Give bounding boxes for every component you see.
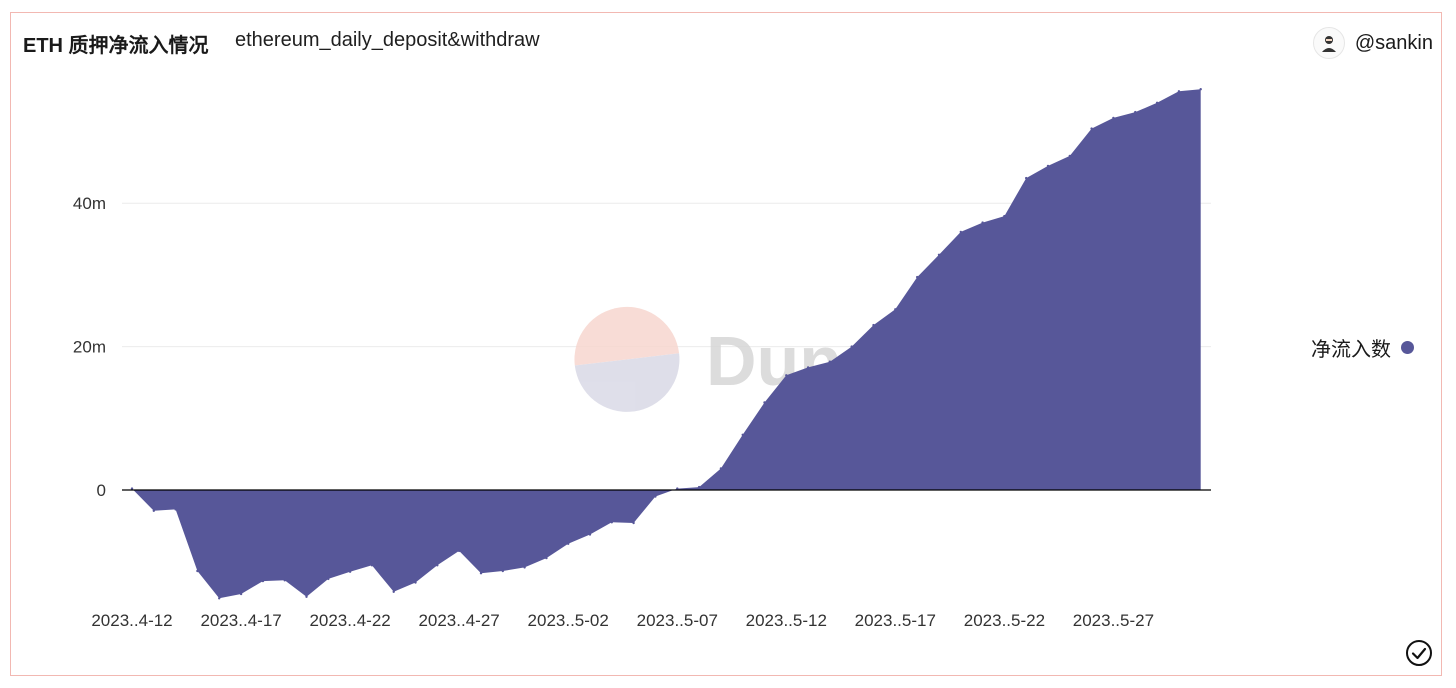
data-point[interactable] — [1025, 176, 1028, 180]
data-point[interactable] — [632, 521, 635, 525]
data-point[interactable] — [370, 564, 374, 567]
x-tick-label: 2023..4-22 — [309, 611, 390, 630]
data-point[interactable] — [916, 275, 919, 279]
data-point[interactable] — [763, 401, 766, 404]
data-point[interactable] — [283, 579, 286, 582]
data-point[interactable] — [130, 487, 134, 490]
data-point[interactable] — [261, 579, 265, 583]
series-area — [130, 88, 1202, 600]
data-point[interactable] — [152, 509, 155, 512]
x-tick-label: 2023..5-17 — [855, 611, 936, 630]
data-point[interactable] — [479, 572, 483, 575]
data-point[interactable] — [567, 542, 570, 545]
data-point[interactable] — [719, 467, 723, 470]
data-point[interactable] — [1068, 154, 1072, 158]
data-point[interactable] — [697, 485, 701, 489]
y-tick-label: 0 — [97, 481, 106, 500]
data-point[interactable] — [392, 590, 395, 593]
data-point[interactable] — [1199, 88, 1202, 91]
data-point[interactable] — [806, 366, 810, 369]
x-tick-label: 2023..4-12 — [91, 611, 172, 630]
data-point[interactable] — [1155, 101, 1159, 105]
data-point[interactable] — [196, 569, 199, 573]
y-tick-label: 40m — [73, 194, 106, 213]
data-point[interactable] — [305, 595, 308, 598]
data-point[interactable] — [1046, 164, 1050, 168]
data-point[interactable] — [218, 597, 221, 600]
data-point[interactable] — [436, 564, 439, 567]
data-point[interactable] — [239, 592, 243, 596]
x-tick-label: 2023..5-27 — [1073, 611, 1154, 630]
x-tick-label: 2023..5-22 — [964, 611, 1045, 630]
x-tick-label: 2023..5-12 — [746, 611, 827, 630]
x-tick-label: 2023..5-07 — [637, 611, 718, 630]
chart-title: ETH 质押净流入情况 — [23, 35, 209, 57]
legend-swatch — [1401, 341, 1414, 354]
data-point[interactable] — [872, 323, 875, 327]
data-point[interactable] — [828, 360, 832, 363]
x-tick-label: 2023..4-27 — [418, 611, 499, 630]
series-area-fill — [132, 89, 1201, 599]
data-point[interactable] — [327, 577, 330, 581]
data-point[interactable] — [1090, 127, 1093, 130]
data-point[interactable] — [610, 521, 613, 524]
data-point[interactable] — [937, 253, 941, 256]
data-point[interactable] — [457, 549, 461, 553]
data-point[interactable] — [414, 581, 417, 584]
author-name[interactable]: @sankin — [1354, 31, 1433, 54]
data-point[interactable] — [1134, 110, 1137, 114]
data-point[interactable] — [1177, 90, 1181, 93]
data-point[interactable] — [588, 533, 592, 536]
chart-legend[interactable]: 净流入数 — [1311, 333, 1414, 362]
data-point[interactable] — [959, 230, 962, 234]
data-point[interactable] — [981, 221, 984, 224]
data-point[interactable] — [741, 433, 744, 436]
axes: 0 20m 40m 2023..4-12 2023..4-17 2023..4-22 202… — [73, 194, 1211, 630]
author-block[interactable]: @sankin — [1312, 27, 1433, 59]
query-name[interactable]: ethereum_daily_deposit&withdraw — [235, 29, 540, 51]
data-point[interactable] — [654, 495, 657, 498]
data-point[interactable] — [501, 569, 504, 573]
y-tick-label: 20m — [73, 338, 106, 357]
legend-label: 净流入数 — [1311, 339, 1391, 361]
data-point[interactable] — [348, 570, 352, 573]
x-tick-label: 2023..5-02 — [528, 611, 609, 630]
data-point[interactable] — [1003, 214, 1006, 218]
data-point[interactable] — [850, 345, 853, 348]
data-point[interactable] — [785, 374, 788, 377]
data-point[interactable] — [1112, 116, 1115, 120]
data-point[interactable] — [894, 308, 897, 311]
data-point[interactable] — [545, 556, 548, 560]
x-tick-label: 2023..4-17 — [200, 611, 281, 630]
check-circle-icon[interactable] — [1405, 639, 1433, 667]
data-point[interactable] — [174, 508, 177, 511]
data-point[interactable] — [676, 487, 679, 490]
data-point[interactable] — [523, 566, 526, 569]
user-avatar-icon[interactable] — [1312, 27, 1345, 59]
